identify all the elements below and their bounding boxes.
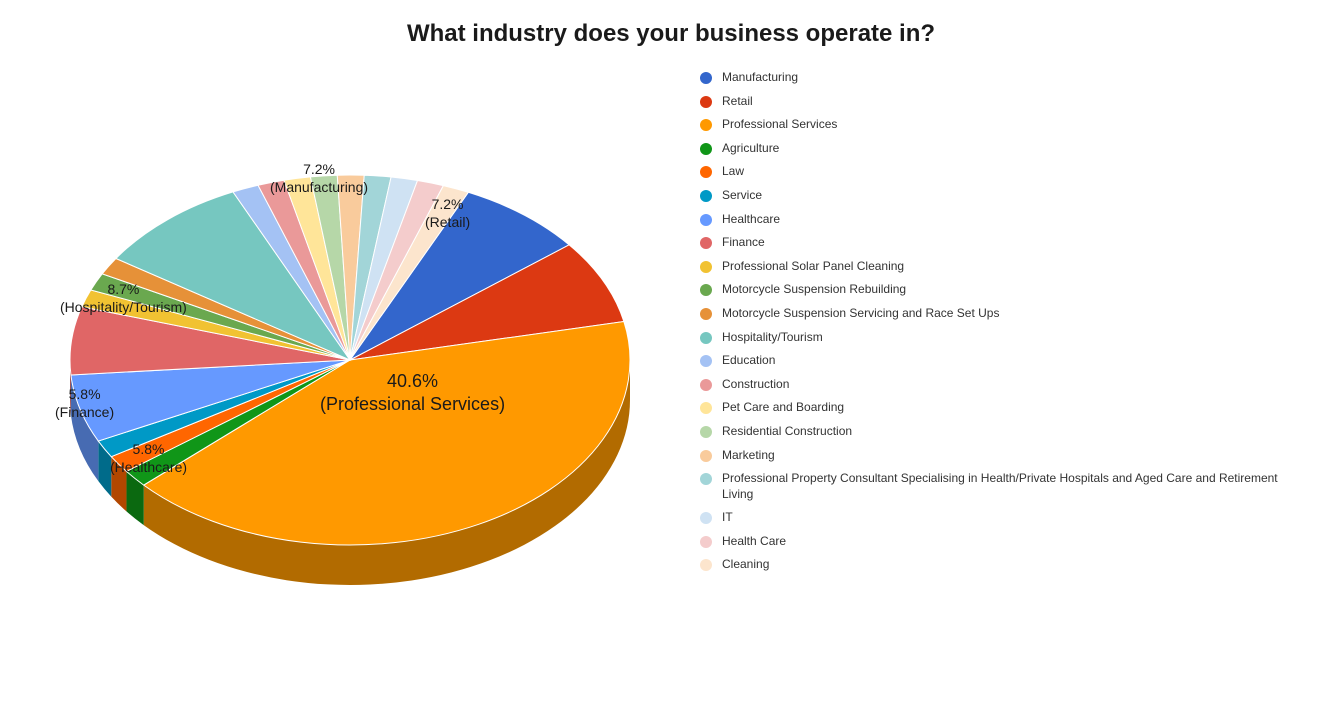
- legend-item[interactable]: Retail: [700, 94, 1300, 110]
- legend-swatch: [700, 284, 712, 296]
- legend-item[interactable]: Professional Solar Panel Cleaning: [700, 259, 1300, 275]
- legend-label: Retail: [722, 94, 753, 110]
- legend-item[interactable]: Construction: [700, 377, 1300, 393]
- legend-label: Cleaning: [722, 557, 769, 573]
- legend-swatch: [700, 512, 712, 524]
- legend-item[interactable]: Motorcycle Suspension Servicing and Race…: [700, 306, 1300, 322]
- legend-item[interactable]: Motorcycle Suspension Rebuilding: [700, 282, 1300, 298]
- legend-swatch: [700, 143, 712, 155]
- legend: Manufacturing Retail Professional Services…: [700, 70, 1300, 581]
- legend-item[interactable]: Agriculture: [700, 141, 1300, 157]
- legend-label: Residential Construction: [722, 424, 852, 440]
- legend-item[interactable]: Marketing: [700, 448, 1300, 464]
- legend-swatch: [700, 96, 712, 108]
- legend-item[interactable]: Residential Construction: [700, 424, 1300, 440]
- legend-item[interactable]: Hospitality/Tourism: [700, 330, 1300, 346]
- legend-swatch: [700, 119, 712, 131]
- legend-label: Education: [722, 353, 775, 369]
- legend-item[interactable]: Health Care: [700, 534, 1300, 550]
- legend-item[interactable]: Professional Services: [700, 117, 1300, 133]
- legend-swatch: [700, 536, 712, 548]
- legend-label: Motorcycle Suspension Servicing and Race…: [722, 306, 999, 322]
- legend-swatch: [700, 72, 712, 84]
- legend-label: Law: [722, 164, 744, 180]
- chart-title: What industry does your business operate…: [0, 0, 1342, 48]
- legend-label: Health Care: [722, 534, 786, 550]
- legend-swatch: [700, 166, 712, 178]
- legend-item[interactable]: Pet Care and Boarding: [700, 400, 1300, 416]
- legend-item[interactable]: Manufacturing: [700, 70, 1300, 86]
- legend-label: Professional Solar Panel Cleaning: [722, 259, 904, 275]
- legend-swatch: [700, 402, 712, 414]
- legend-swatch: [700, 355, 712, 367]
- legend-swatch: [700, 559, 712, 571]
- legend-label: Manufacturing: [722, 70, 798, 86]
- legend-item[interactable]: Cleaning: [700, 557, 1300, 573]
- legend-label: Marketing: [722, 448, 775, 464]
- legend-label: Hospitality/Tourism: [722, 330, 823, 346]
- legend-swatch: [700, 473, 712, 485]
- legend-item[interactable]: Law: [700, 164, 1300, 180]
- legend-label: Finance: [722, 235, 765, 251]
- legend-swatch: [700, 261, 712, 273]
- legend-item[interactable]: Healthcare: [700, 212, 1300, 228]
- legend-item[interactable]: Service: [700, 188, 1300, 204]
- legend-label: Healthcare: [722, 212, 780, 228]
- legend-label: Professional Property Consultant Special…: [722, 471, 1282, 502]
- legend-item[interactable]: IT: [700, 510, 1300, 526]
- legend-swatch: [700, 379, 712, 391]
- legend-label: Motorcycle Suspension Rebuilding: [722, 282, 906, 298]
- legend-swatch: [700, 332, 712, 344]
- pie-chart: 7.2%(Manufacturing)7.2%(Retail)40.6%(Pro…: [40, 120, 660, 640]
- legend-label: Service: [722, 188, 762, 204]
- legend-label: Agriculture: [722, 141, 779, 157]
- legend-label: IT: [722, 510, 733, 526]
- legend-label: Construction: [722, 377, 789, 393]
- legend-swatch: [700, 237, 712, 249]
- legend-label: Pet Care and Boarding: [722, 400, 844, 416]
- legend-item[interactable]: Professional Property Consultant Special…: [700, 471, 1300, 502]
- legend-swatch: [700, 190, 712, 202]
- legend-label: Professional Services: [722, 117, 837, 133]
- legend-swatch: [700, 450, 712, 462]
- legend-swatch: [700, 214, 712, 226]
- legend-item[interactable]: Education: [700, 353, 1300, 369]
- legend-swatch: [700, 426, 712, 438]
- legend-swatch: [700, 308, 712, 320]
- legend-item[interactable]: Finance: [700, 235, 1300, 251]
